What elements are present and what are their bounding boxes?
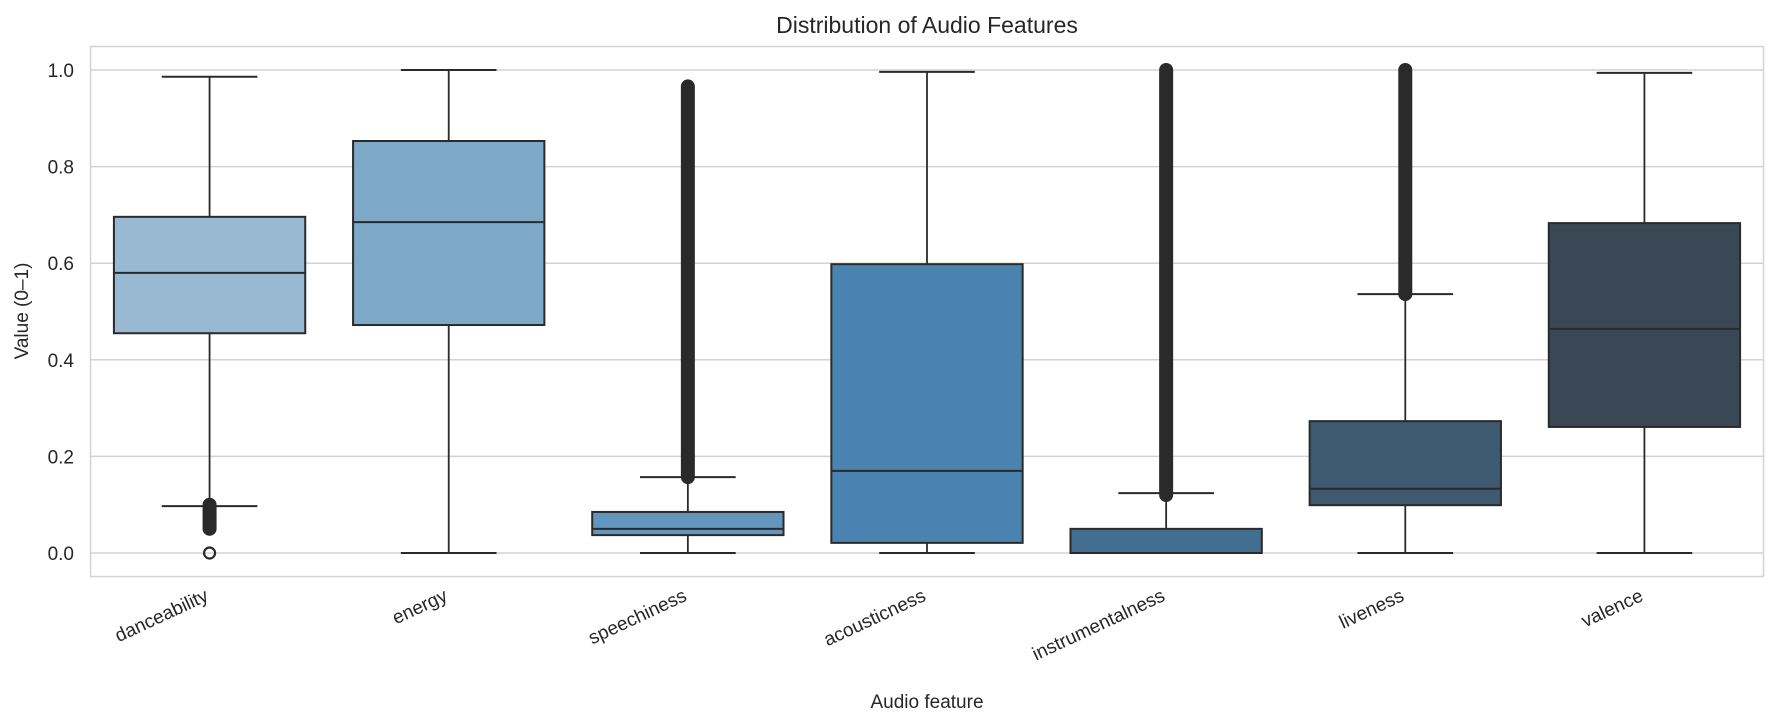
plot-area-frame bbox=[89, 45, 1765, 578]
x-tick-label: liveness bbox=[1336, 585, 1407, 633]
y-tick-label: 0.4 bbox=[48, 351, 75, 372]
y-tick-label: 0.0 bbox=[48, 544, 74, 565]
box-series bbox=[112, 63, 1742, 560]
outliers bbox=[202, 497, 217, 536]
x-tick-label: danceability bbox=[112, 585, 212, 647]
y-axis-label: Value (0–1) bbox=[12, 263, 33, 360]
box-energy bbox=[352, 69, 546, 554]
y-tick-label: 1.0 bbox=[48, 61, 74, 82]
box-instrumentalness bbox=[1069, 63, 1263, 554]
x-tick-label: valence bbox=[1578, 585, 1646, 632]
box-liveness bbox=[1308, 63, 1502, 554]
box-speechiness bbox=[591, 79, 785, 554]
chart-title: Distribution of Audio Features bbox=[776, 12, 1078, 38]
x-tick-label: speechiness bbox=[585, 585, 690, 649]
y-tick-label: 0.2 bbox=[48, 447, 74, 468]
x-axis-ticks: danceability energy speechiness acousticnes… bbox=[112, 585, 1647, 665]
outliers bbox=[1159, 63, 1174, 503]
outliers bbox=[680, 79, 695, 485]
iqr-box bbox=[830, 263, 1024, 544]
box-acousticness bbox=[830, 70, 1024, 554]
outliers bbox=[1398, 63, 1413, 302]
x-tick-label: acousticness bbox=[821, 585, 929, 650]
box-danceability bbox=[112, 75, 307, 560]
iqr-box bbox=[1069, 527, 1263, 554]
iqr-box bbox=[1547, 222, 1742, 428]
y-axis-ticks: 0.0 0.2 0.4 0.6 0.8 1.0 bbox=[48, 61, 75, 565]
box-valence bbox=[1547, 71, 1742, 554]
y-tick-label: 0.8 bbox=[48, 158, 74, 179]
x-tick-label: energy bbox=[389, 585, 451, 629]
y-tick-label: 0.6 bbox=[48, 254, 74, 275]
outlier-point bbox=[202, 546, 217, 560]
iqr-box bbox=[1308, 420, 1502, 507]
x-axis-label: Audio feature bbox=[870, 692, 983, 713]
iqr-box bbox=[591, 510, 785, 537]
iqr-box bbox=[352, 140, 546, 327]
x-tick-label: instrumentalness bbox=[1029, 585, 1168, 665]
iqr-box bbox=[112, 215, 307, 335]
